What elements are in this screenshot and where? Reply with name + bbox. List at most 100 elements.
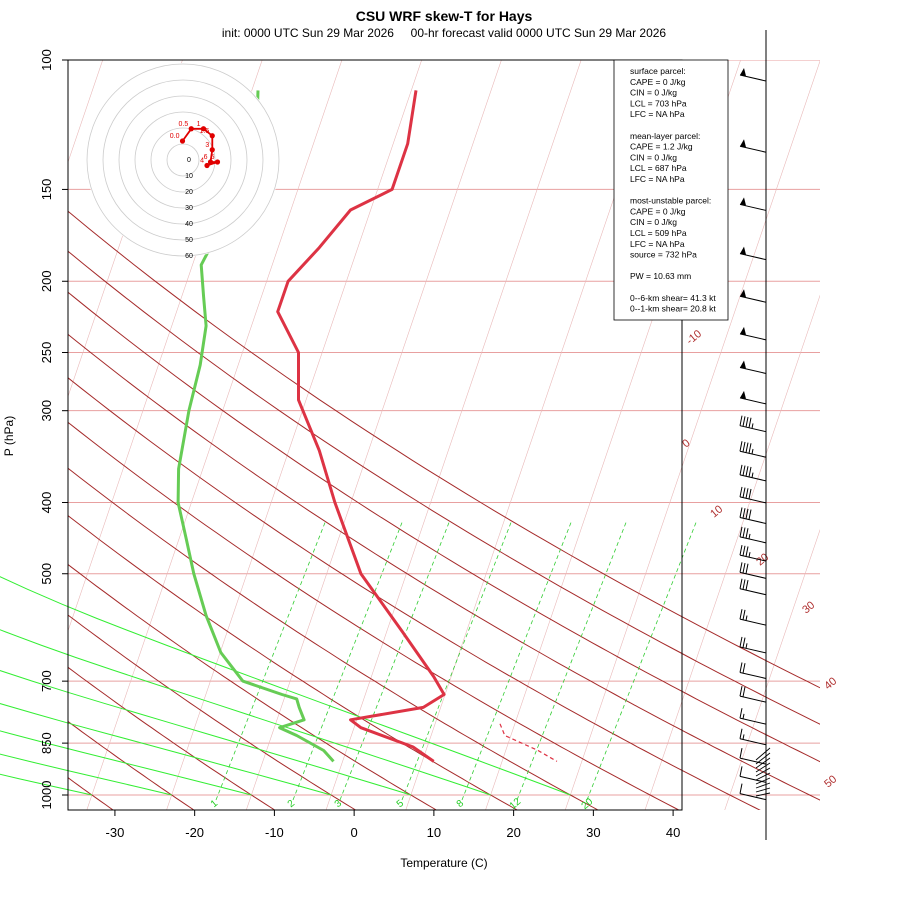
- wind-barb-full: [739, 562, 743, 573]
- wind-barb: [739, 464, 767, 482]
- wind-barb-flag: [740, 390, 746, 399]
- wind-barb-full: [739, 464, 743, 475]
- mixing-ratio-label: 2: [286, 798, 298, 810]
- stats-lines: surface parcel:CAPE = 0 J/kg CIN = 0 J/kg…: [630, 66, 716, 314]
- wind-barb-staff: [739, 253, 767, 261]
- wind-barb: [739, 766, 767, 783]
- wind-barb-staff: [739, 618, 767, 626]
- stats-line: LCL = 509 hPa: [630, 228, 687, 238]
- hodograph-ring: [166, 143, 200, 177]
- stats-line: source = 732 hPa: [630, 250, 697, 260]
- stats-line: CIN = 0 J/kg: [630, 152, 677, 162]
- wind-barb: [739, 578, 767, 596]
- wind-barb: [739, 686, 767, 703]
- wind-barb-full: [742, 527, 746, 538]
- wind-barb-full: [739, 783, 743, 794]
- wind-barb: [739, 526, 767, 544]
- dry-adiabat-label: 40: [822, 675, 839, 692]
- wind-barb: [739, 68, 767, 82]
- wind-barb-full: [742, 637, 746, 648]
- hodograph-ring-label: 40: [185, 221, 193, 228]
- wind-barb-full: [742, 465, 746, 476]
- wind-barb-full: [739, 728, 743, 739]
- y-tick-label: 1000: [39, 781, 54, 810]
- mixing-ratio-label: 12: [508, 796, 524, 812]
- hodograph-ring: [118, 95, 248, 225]
- dry-adiabat-label: -10: [684, 328, 704, 347]
- wind-barb-flag: [740, 197, 746, 206]
- stats-line: CAPE = 1.2 J/kg: [630, 142, 693, 152]
- virtual-temperature-line: [499, 723, 558, 762]
- wind-barb: [739, 289, 767, 303]
- dry-adiabat-line: [68, 614, 357, 810]
- x-axis-label: Temperature (C): [400, 856, 487, 870]
- wind-barb-staff: [739, 474, 767, 482]
- stats-line: CAPE = 0 J/kg: [630, 77, 686, 87]
- x-tick-label: -20: [185, 825, 204, 840]
- stats-line: 0--6-km shear= 41.3 kt: [630, 293, 716, 303]
- wind-barb-full: [739, 415, 743, 426]
- stats-line: LFC = NA hPa: [630, 109, 685, 119]
- wind-barb-half: [751, 448, 754, 455]
- wind-barb-half: [742, 713, 745, 719]
- wind-barb-full: [742, 487, 746, 498]
- wind-barb-staff: [739, 738, 767, 746]
- stats-line: surface parcel:: [630, 66, 686, 76]
- wind-barb-full: [739, 578, 743, 589]
- dry-adiabat-label: 30: [800, 599, 817, 616]
- wind-barb: [739, 609, 767, 626]
- wind-barb-half: [745, 615, 748, 621]
- hodograph-point: [209, 147, 215, 153]
- wind-barb-flag: [740, 139, 746, 148]
- isotherm-line: [166, 60, 422, 810]
- wind-barb-staff: [739, 145, 767, 153]
- hodograph-ring: [134, 111, 232, 209]
- mixing-ratio-line: [516, 519, 628, 801]
- x-tick-label: 30: [586, 825, 600, 840]
- isotherm-line: [86, 60, 343, 810]
- hodograph-ring-label: 20: [185, 189, 193, 196]
- wind-barb-staff: [739, 646, 767, 654]
- wind-barb-full: [742, 663, 746, 674]
- wind-barb: [739, 326, 767, 341]
- hodograph-point-label: 4: [200, 158, 204, 165]
- wind-barb-staff: [739, 536, 767, 544]
- hodograph-point: [207, 159, 214, 165]
- stats-box-frame: [613, 59, 729, 321]
- isotherm-line: [564, 60, 820, 810]
- wind-barb-full: [745, 416, 749, 428]
- y-tick-label: 150: [39, 179, 54, 201]
- wind-barb-full: [745, 563, 749, 574]
- wind-barb-flag: [740, 326, 746, 335]
- wind-barb-staff: [739, 366, 767, 374]
- isotherm-line: [325, 60, 582, 810]
- wind-barb-full: [745, 546, 749, 557]
- wind-barb-staff: [755, 772, 771, 781]
- wind-barb: [739, 708, 767, 725]
- wind-barb: [739, 415, 767, 433]
- wind-barb-staff: [755, 777, 771, 785]
- y-tick-label: 100: [39, 49, 54, 71]
- wind-barb-full: [739, 526, 743, 537]
- dry-adiabat-line: [68, 467, 599, 810]
- wind-barb-full: [739, 486, 743, 498]
- isotherm-line: [724, 529, 820, 810]
- wind-barb-staff: [755, 787, 771, 793]
- stats-line: most-unstable parcel:: [630, 196, 711, 206]
- stats-line: LFC = NA hPa: [630, 174, 685, 184]
- x-tick-label: -30: [106, 825, 125, 840]
- dry-adiabat-line: [68, 720, 195, 810]
- dry-adiabat-line: [68, 210, 820, 689]
- wind-barb-staff: [739, 793, 767, 801]
- wind-barb-full: [748, 509, 752, 520]
- hodograph-ring-label: 30: [185, 205, 193, 212]
- wind-barb-full: [739, 766, 743, 777]
- wind-barb-staff: [739, 425, 767, 433]
- mixing-ratio-line: [461, 519, 573, 801]
- dry-adiabat-line: [68, 563, 438, 810]
- wind-barb-half: [748, 533, 751, 540]
- wind-barb-staff: [739, 295, 767, 303]
- wind-barb-half: [751, 423, 754, 429]
